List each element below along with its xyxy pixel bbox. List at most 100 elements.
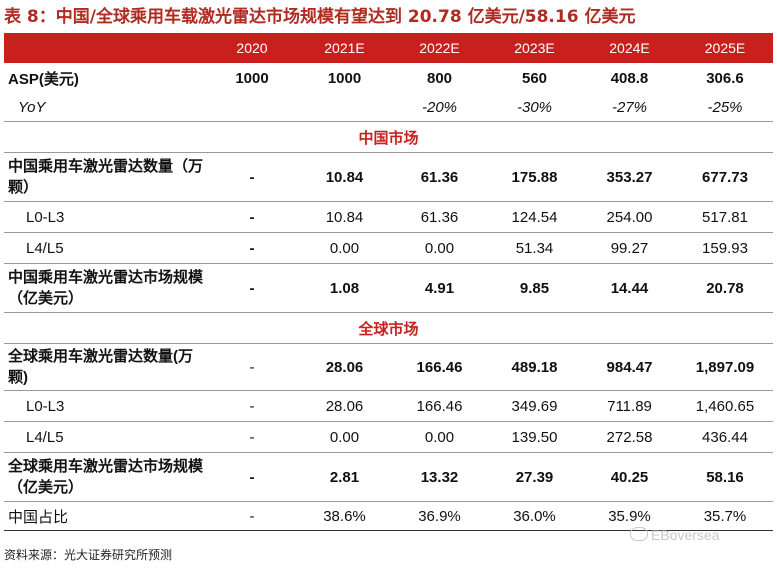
row-label: 全球乘用车激光雷达市场规模（亿美元） bbox=[4, 452, 207, 502]
table-cell: 166.46 bbox=[392, 390, 487, 422]
row-label: L0-L3 bbox=[4, 201, 207, 233]
gl-l4-l5-row: L4/L5 - 0.00 0.00 139.50 272.58 436.44 bbox=[4, 421, 773, 453]
market-size-table: 2020 2021E 2022E 2023E 2024E 2025E ASP(美… bbox=[4, 33, 773, 531]
table-cell: 20.78 bbox=[677, 263, 773, 313]
table-cell: - bbox=[207, 152, 297, 202]
table-cell: 36.0% bbox=[487, 501, 582, 531]
table-cell: 1,897.09 bbox=[677, 343, 773, 391]
table-cell: 61.36 bbox=[392, 152, 487, 202]
table-cell: 1000 bbox=[327, 69, 362, 87]
table-cell: - bbox=[207, 263, 297, 313]
table-cell: 353.27 bbox=[582, 152, 677, 202]
table-cell: - bbox=[207, 232, 297, 264]
table-cell: 1,460.65 bbox=[677, 390, 773, 422]
table-cell: 408.8 bbox=[610, 69, 649, 87]
table-cell: 159.93 bbox=[677, 232, 773, 264]
table-cell: 800 bbox=[426, 69, 453, 87]
table-cell: 711.89 bbox=[582, 390, 677, 422]
table-cell: 40.25 bbox=[582, 452, 677, 502]
table-cell: 166.46 bbox=[392, 343, 487, 391]
table-cell: 677.73 bbox=[677, 152, 773, 202]
table-cell: 0.00 bbox=[392, 232, 487, 264]
table-cell: - bbox=[207, 452, 297, 502]
table-cell: -27% bbox=[611, 98, 648, 116]
table-cell: 38.6% bbox=[297, 501, 392, 531]
table-cell: 1.08 bbox=[297, 263, 392, 313]
table-cell: 306.6 bbox=[706, 69, 744, 87]
section-title-global: 全球市场 bbox=[4, 312, 773, 344]
table-cell: 0.00 bbox=[392, 421, 487, 453]
table-cell: 254.00 bbox=[582, 201, 677, 233]
cn-l0-l3-row: L0-L3 - 10.84 61.36 124.54 254.00 517.81 bbox=[4, 201, 773, 233]
section-row-china: 中国市场 bbox=[4, 121, 773, 153]
cn-quantity-row: 中国乘用车激光雷达数量（万颗） - 10.84 61.36 175.88 353… bbox=[4, 152, 773, 202]
table-cell: 4.91 bbox=[392, 263, 487, 313]
table-cell: - bbox=[207, 421, 297, 453]
table-cell: 58.16 bbox=[677, 452, 773, 502]
table-cell: 10.84 bbox=[297, 201, 392, 233]
row-label: 中国乘用车激光雷达数量（万颗） bbox=[4, 152, 207, 202]
row-label: YoY bbox=[18, 98, 46, 116]
header-cell-2023e: 2023E bbox=[487, 33, 582, 63]
watermark: EBoversea bbox=[630, 527, 719, 543]
table-cell: 436.44 bbox=[677, 421, 773, 453]
table-cell: 1000 bbox=[235, 69, 269, 87]
table-cell: - bbox=[207, 201, 297, 233]
row-label: 中国乘用车激光雷达市场规模（亿美元） bbox=[4, 263, 207, 313]
asp-row: ASP(美元) 1000 1000 800 560 408.8 306.6 bbox=[4, 63, 773, 93]
table-cell: 139.50 bbox=[487, 421, 582, 453]
table-cell bbox=[207, 93, 297, 122]
header-cell-2025e: 2025E bbox=[677, 33, 773, 63]
source-note: 资料来源：光大证券研究所预测 bbox=[4, 548, 173, 562]
header-row: 2020 2021E 2022E 2023E 2024E 2025E bbox=[4, 33, 773, 63]
watermark-text: EBoversea bbox=[651, 527, 720, 543]
table-cell: - bbox=[207, 501, 297, 531]
table-cell: -20% bbox=[421, 98, 458, 116]
header-cell-2024e: 2024E bbox=[582, 33, 677, 63]
table-cell: 560 bbox=[521, 69, 548, 87]
header-cell-label bbox=[4, 33, 207, 63]
table-cell: 517.81 bbox=[677, 201, 773, 233]
table-cell: 27.39 bbox=[487, 452, 582, 502]
table-cell: 0.00 bbox=[297, 232, 392, 264]
table-cell: 984.47 bbox=[582, 343, 677, 391]
table-cell: 124.54 bbox=[487, 201, 582, 233]
table-cell: 349.69 bbox=[487, 390, 582, 422]
table-cell: 13.32 bbox=[392, 452, 487, 502]
table-cell: 28.06 bbox=[297, 390, 392, 422]
table-cell: 28.06 bbox=[297, 343, 392, 391]
row-label: 全球乘用车激光雷达数量(万颗) bbox=[4, 343, 207, 391]
table-title: 表 8：中国/全球乘用车载激光雷达市场规模有望达到 20.78 亿美元/58.1… bbox=[4, 7, 636, 27]
row-label: L4/L5 bbox=[4, 421, 207, 453]
gl-l0-l3-row: L0-L3 - 28.06 166.46 349.69 711.89 1,460… bbox=[4, 390, 773, 422]
table-cell: - bbox=[207, 343, 297, 391]
table-cell bbox=[297, 93, 392, 122]
section-row-global: 全球市场 bbox=[4, 312, 773, 344]
table-cell: 51.34 bbox=[487, 232, 582, 264]
table-cell: 61.36 bbox=[392, 201, 487, 233]
header-cell-2021e: 2021E bbox=[297, 33, 392, 63]
table-cell: 99.27 bbox=[582, 232, 677, 264]
table-cell: 2.81 bbox=[297, 452, 392, 502]
table-cell: 9.85 bbox=[487, 263, 582, 313]
row-label: 中国占比 bbox=[4, 501, 207, 531]
table-cell: 489.18 bbox=[487, 343, 582, 391]
gl-quantity-row: 全球乘用车激光雷达数量(万颗) - 28.06 166.46 489.18 98… bbox=[4, 343, 773, 391]
header-cell-2022e: 2022E bbox=[392, 33, 487, 63]
header-cell-2020: 2020 bbox=[207, 33, 297, 63]
table-cell: 272.58 bbox=[582, 421, 677, 453]
row-label: ASP(美元) bbox=[8, 70, 79, 88]
table-cell: 36.9% bbox=[392, 501, 487, 531]
yoy-row: YoY -20% -30% -27% -25% bbox=[4, 93, 773, 122]
wechat-icon bbox=[630, 527, 648, 541]
row-label: L4/L5 bbox=[4, 232, 207, 264]
table-cell: 10.84 bbox=[297, 152, 392, 202]
section-title-china: 中国市场 bbox=[4, 121, 773, 153]
table-cell: 35.9% bbox=[582, 501, 677, 531]
table-cell: 0.00 bbox=[297, 421, 392, 453]
gl-market-size-row: 全球乘用车激光雷达市场规模（亿美元） - 2.81 13.32 27.39 40… bbox=[4, 452, 773, 502]
table-cell: -25% bbox=[707, 98, 743, 116]
table-cell: 14.44 bbox=[582, 263, 677, 313]
table-cell: 35.7% bbox=[677, 501, 773, 531]
cn-l4-l5-row: L4/L5 - 0.00 0.00 51.34 99.27 159.93 bbox=[4, 232, 773, 264]
